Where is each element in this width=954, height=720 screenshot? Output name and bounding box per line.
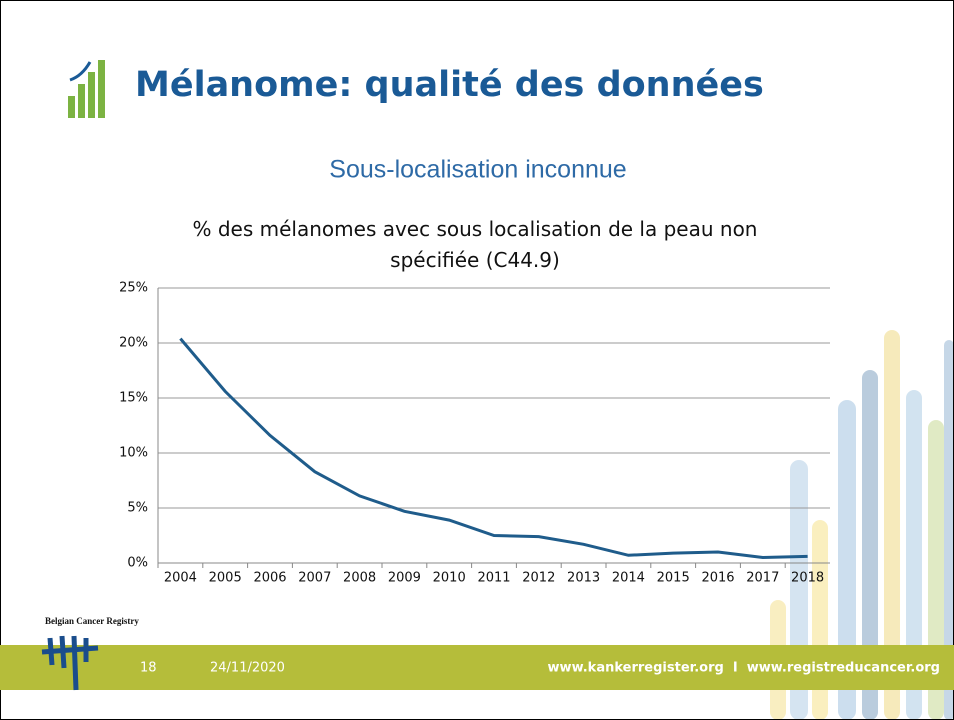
y-tick-label: 15% [119,391,148,406]
x-tick-label: 2012 [522,571,555,586]
x-tick-label: 2017 [746,571,779,586]
footer-url: www.kankerregister.org I www.registreduc… [548,661,940,676]
x-tick-label: 2016 [701,571,734,586]
y-tick-label: 0% [127,556,148,571]
y-tick-label: 25% [119,281,148,296]
y-tick-label: 5% [127,501,148,516]
slide: Mélanome: qualité des données Sous-local… [0,0,954,720]
page-number: 18 [140,661,157,676]
x-tick-label: 2014 [612,571,645,586]
slide-border [1,1,954,720]
x-tick-label: 2013 [567,571,600,586]
y-tick-label: 10% [119,446,148,461]
y-tick-label: 20% [119,336,148,351]
date: 24/11/2020 [210,661,285,676]
slide-subtitle: Sous-localisation inconnue [329,156,626,184]
x-tick-label: 2005 [209,571,242,586]
line-series [180,339,807,558]
x-tick-label: 2018 [791,571,824,586]
chart: Mélanome: qualité des données Sous-local… [0,0,954,720]
x-tick-label: 2010 [433,571,466,586]
x-tick-label: 2006 [253,571,286,586]
chart-title: % des mélanomes avec sous localisation d… [175,214,775,276]
x-tick-label: 2008 [343,571,376,586]
logo-text: Belgian Cancer Registry [45,616,139,626]
x-tick-label: 2004 [164,571,197,586]
x-tick-label: 2007 [298,571,331,586]
icon [68,60,105,118]
x-tick-label: 2009 [388,571,421,586]
x-tick-label: 2011 [477,571,510,586]
slide-title: Mélanome: qualité des données [135,65,764,105]
x-tick-label: 2015 [657,571,690,586]
